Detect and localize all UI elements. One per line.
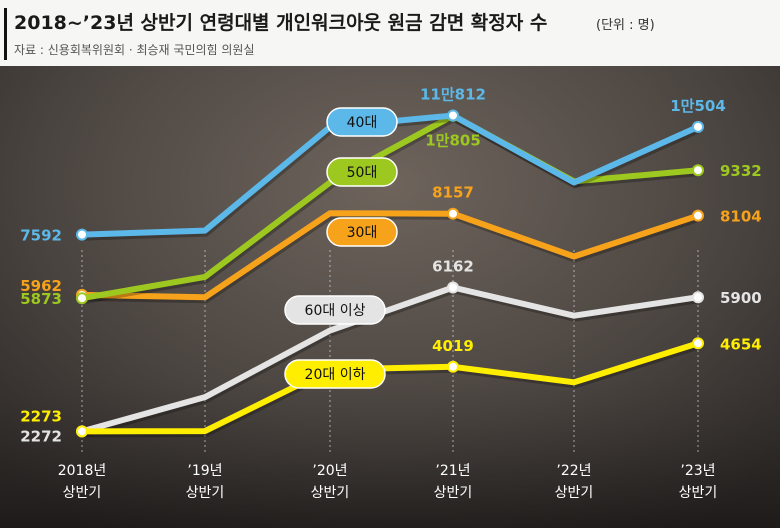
data-point-marker: [76, 425, 88, 438]
x-tick-sublabel: 상반기: [679, 485, 718, 501]
source-note: 자료 : 신용회복위원회 · 최승재 국민의힘 의원실: [14, 43, 255, 57]
data-point-marker: [692, 209, 704, 222]
data-point-marker: [692, 164, 704, 177]
series-line: [79, 340, 701, 435]
chart-title: 2018~’23년 상반기 연령대별 개인워크아웃 원금 감면 확정자 수: [14, 11, 547, 34]
series-tag-label: 20대 이하: [305, 367, 366, 383]
value-labels: 2272 6162 5900 2273 4019 4654 5962 8157 8104 5873…: [20, 85, 762, 445]
x-tick-label: ’21년: [435, 463, 470, 479]
x-tick-label: ’22년: [556, 463, 591, 479]
series-tags: 60대 이상 20대 이하 30대 50대 40대: [284, 107, 398, 389]
unit-note: (단위 : 명): [596, 18, 655, 33]
value-label: 4019: [432, 337, 474, 355]
data-point-marker: [76, 228, 88, 241]
series-tag-label: 50대: [347, 165, 378, 181]
value-label: 8157: [432, 184, 474, 202]
series-line: [79, 210, 701, 301]
x-tick-sublabel: 상반기: [311, 485, 350, 501]
x-tick-sublabel: 상반기: [186, 485, 225, 501]
title-accent-bar: [4, 8, 7, 60]
data-point-marker: [692, 120, 704, 133]
value-label: 5873: [20, 290, 62, 308]
series-tag: [326, 107, 398, 137]
x-tick-label: ’23년: [680, 463, 715, 479]
value-label: 1만805: [425, 132, 481, 150]
value-label: 4654: [720, 335, 762, 353]
data-point-marker: [447, 109, 459, 122]
data-point-marker: [447, 281, 459, 294]
value-label: 2272: [20, 427, 62, 445]
x-tick-label: 2018년: [58, 463, 107, 479]
value-label: 5900: [720, 289, 762, 307]
series-markers: [76, 109, 704, 438]
data-point-marker: [447, 360, 459, 373]
series-tag-label: 60대 이상: [305, 303, 366, 319]
series-tag-label: 30대: [347, 225, 378, 241]
value-label: 6162: [432, 258, 474, 276]
series-tag: [326, 157, 398, 187]
value-label: 7592: [20, 227, 62, 245]
x-tick-sublabel: 상반기: [555, 485, 594, 501]
series-tag: [284, 359, 386, 389]
series-tag: [284, 295, 386, 325]
data-point-marker: [692, 291, 704, 304]
series-tag: [326, 217, 398, 247]
x-tick-label: ’20년: [312, 463, 347, 479]
header-band: [0, 0, 780, 66]
value-label: 5962: [20, 277, 62, 295]
background-shadow: [0, 380, 780, 528]
vertical-guides: [81, 250, 699, 455]
data-point-marker: [447, 207, 459, 220]
value-label: 9332: [720, 162, 762, 180]
data-point-marker: [692, 337, 704, 350]
series-line: [79, 284, 701, 435]
x-tick-sublabel: 상반기: [434, 485, 473, 501]
value-label: 11만812: [420, 85, 486, 103]
x-tick-sublabel: 상반기: [63, 485, 102, 501]
value-label: 1만504: [670, 97, 726, 115]
series-line: [79, 112, 701, 302]
data-point-marker: [76, 292, 88, 305]
value-label: 8104: [720, 208, 762, 226]
value-label: 2273: [20, 407, 62, 425]
x-tick-label: ’19년: [187, 463, 222, 479]
series-tag-label: 40대: [347, 115, 378, 131]
